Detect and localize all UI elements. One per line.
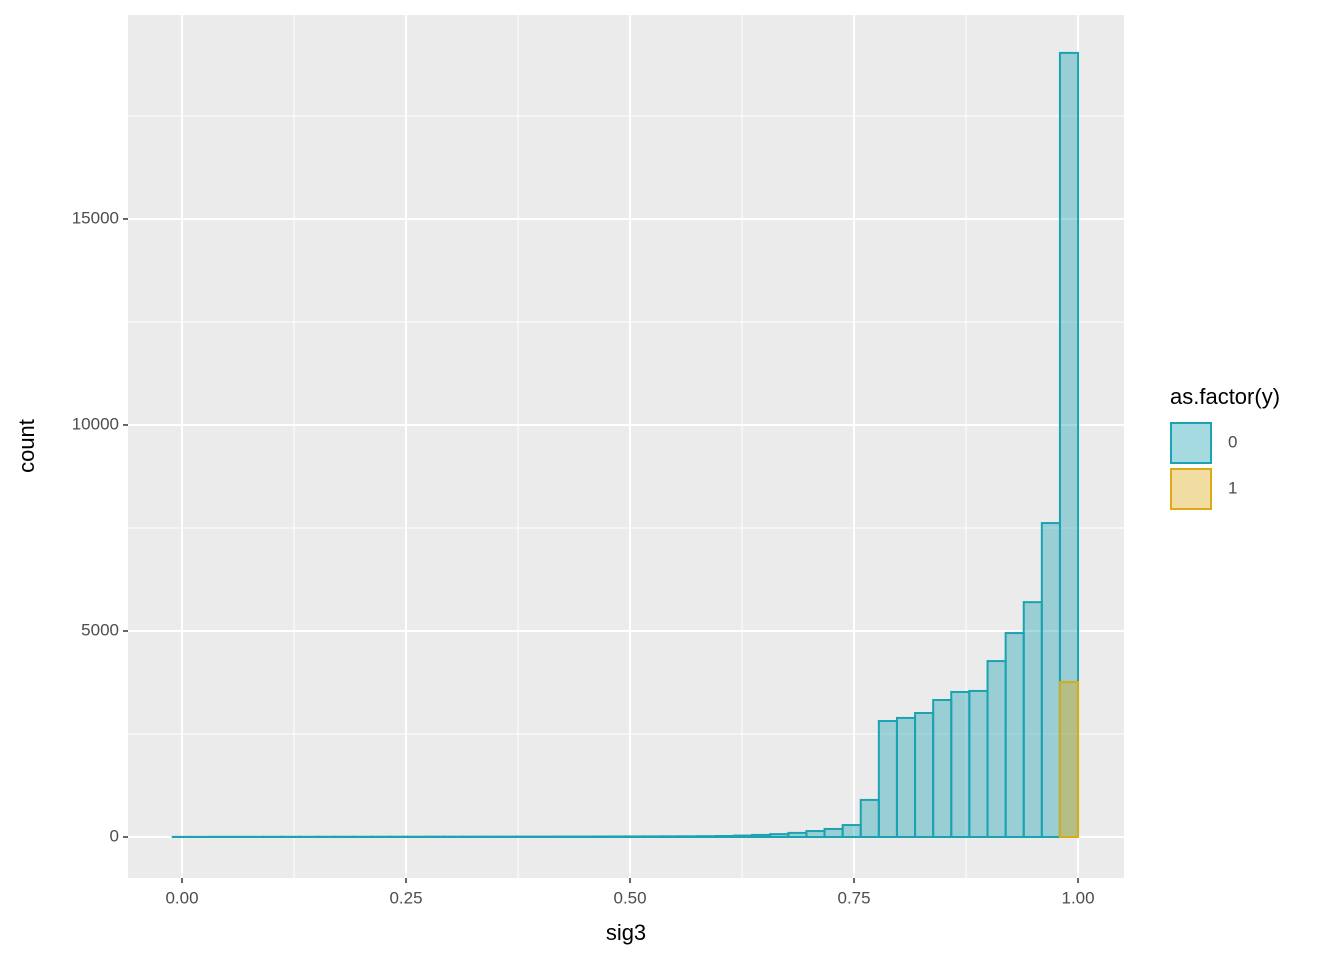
x-tick-label: 0.25 xyxy=(389,888,422,907)
bar xyxy=(823,827,844,839)
y-tick-label: 10000 xyxy=(72,414,119,433)
bar xyxy=(769,833,790,839)
legend-label: 1 xyxy=(1228,478,1237,497)
y-tick-label: 15000 xyxy=(72,208,119,227)
bar xyxy=(950,690,971,839)
bar xyxy=(714,834,735,839)
bar xyxy=(678,835,699,839)
x-tick-label: 0.75 xyxy=(837,888,870,907)
bar xyxy=(1004,632,1025,839)
legend-key xyxy=(1170,468,1212,510)
bar xyxy=(877,720,898,839)
bar xyxy=(787,831,808,839)
legend-key xyxy=(1170,422,1212,464)
bar xyxy=(932,699,953,839)
x-axis-title: sig3 xyxy=(606,920,646,945)
bar xyxy=(696,835,717,839)
bar xyxy=(624,835,645,839)
bar xyxy=(986,660,1007,839)
y-tick-label: 5000 xyxy=(81,620,119,639)
legend-label: 0 xyxy=(1228,432,1237,451)
y-axis-title: count xyxy=(14,419,39,473)
bar xyxy=(968,689,989,839)
bar xyxy=(732,834,754,839)
bar xyxy=(1040,522,1061,839)
bar xyxy=(751,833,772,839)
y-tick-label: 0 xyxy=(110,826,119,845)
x-tick-label: 0.00 xyxy=(165,888,198,907)
bar xyxy=(606,835,627,839)
bar xyxy=(895,716,917,839)
bar xyxy=(914,711,935,839)
x-tick-label: 1.00 xyxy=(1061,888,1094,907)
legend-title: as.factor(y) xyxy=(1170,384,1280,409)
bar xyxy=(805,830,826,839)
bar xyxy=(841,824,862,839)
bar xyxy=(642,835,663,839)
bar xyxy=(859,798,880,839)
x-tick-label: 0.50 xyxy=(613,888,646,907)
bar xyxy=(660,835,681,839)
bar xyxy=(1022,601,1043,839)
bar xyxy=(1058,681,1080,839)
